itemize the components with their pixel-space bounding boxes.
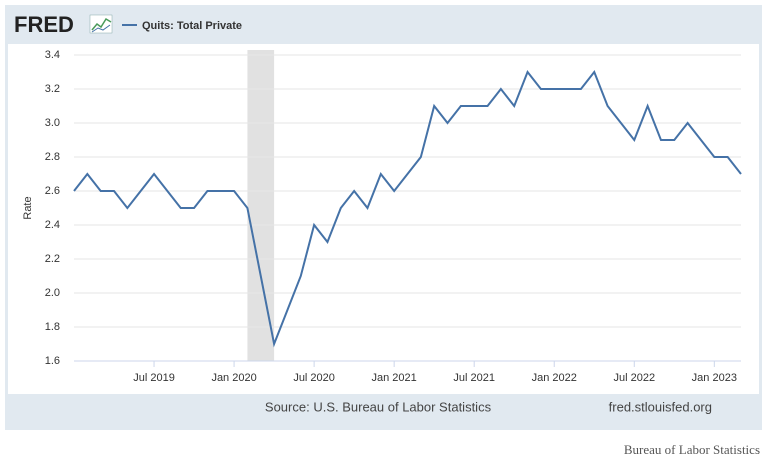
- x-tick-label: Jan 2021: [372, 372, 417, 384]
- site: fred.stlouisfed.org: [609, 399, 712, 414]
- y-tick-label: 3.0: [45, 117, 60, 129]
- x-tick-label: Jan 2023: [692, 372, 737, 384]
- y-tick-label: 2.6: [45, 185, 60, 197]
- plot-background: [8, 44, 759, 394]
- legend-label: Quits: Total Private: [142, 20, 242, 32]
- logo-icon: [89, 14, 113, 34]
- y-tick-label: 2.4: [45, 219, 60, 231]
- x-tick-label: Jul 2022: [613, 372, 655, 384]
- y-tick-label: 1.6: [45, 355, 60, 367]
- y-tick-label: 1.8: [45, 321, 60, 333]
- x-tick-label: Jan 2020: [211, 372, 256, 384]
- y-tick-label: 2.8: [45, 151, 60, 163]
- x-tick-label: Jul 2019: [133, 372, 175, 384]
- y-axis-label: Rate: [22, 196, 34, 219]
- source: Source: U.S. Bureau of Labor Statistics: [265, 399, 492, 414]
- y-tick-label: 3.2: [45, 83, 60, 95]
- x-tick-label: Jul 2020: [293, 372, 335, 384]
- y-tick-label: 3.4: [45, 49, 60, 61]
- y-tick-label: 2.2: [45, 253, 60, 265]
- x-tick-label: Jul 2021: [453, 372, 495, 384]
- caption: Bureau of Labor Statistics: [624, 442, 760, 457]
- logo: FRED: [14, 12, 74, 37]
- y-tick-label: 2.0: [45, 287, 60, 299]
- data-line: [73, 70, 742, 348]
- recession-shading: [247, 50, 275, 361]
- x-tick-label: Jan 2022: [532, 372, 577, 384]
